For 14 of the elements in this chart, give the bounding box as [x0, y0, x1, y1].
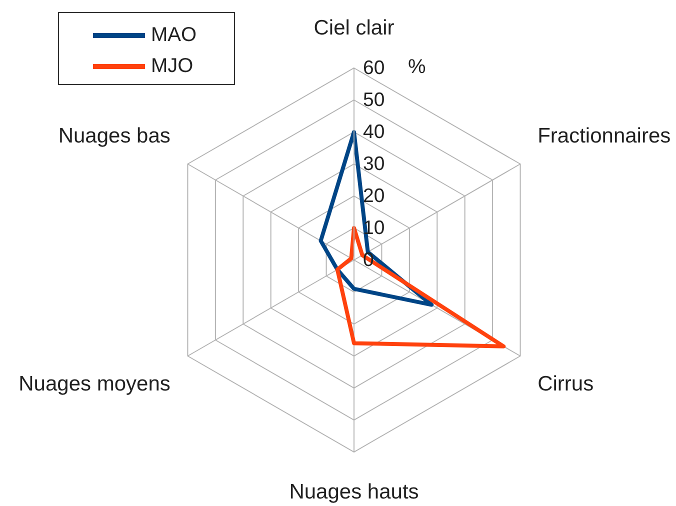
- y-tick-label: 20: [363, 185, 385, 207]
- spoke-label: Nuages hauts: [289, 480, 419, 504]
- y-tick-label: 40: [363, 121, 385, 143]
- legend-label: MAO: [151, 24, 197, 46]
- y-tick-label: 30: [363, 153, 385, 175]
- y-tick-label: 50: [363, 89, 385, 111]
- spoke-label: Nuages bas: [58, 124, 170, 148]
- text: %: [408, 56, 426, 78]
- spoke-label: Nuages moyens: [18, 372, 170, 396]
- y-tick-label: 60: [363, 57, 385, 79]
- spoke-label: Ciel clair: [314, 16, 394, 40]
- legend-label: MJO: [151, 54, 194, 78]
- spoke-label: Cirrus: [538, 372, 594, 396]
- spoke-label: Fractionnaires: [538, 124, 671, 148]
